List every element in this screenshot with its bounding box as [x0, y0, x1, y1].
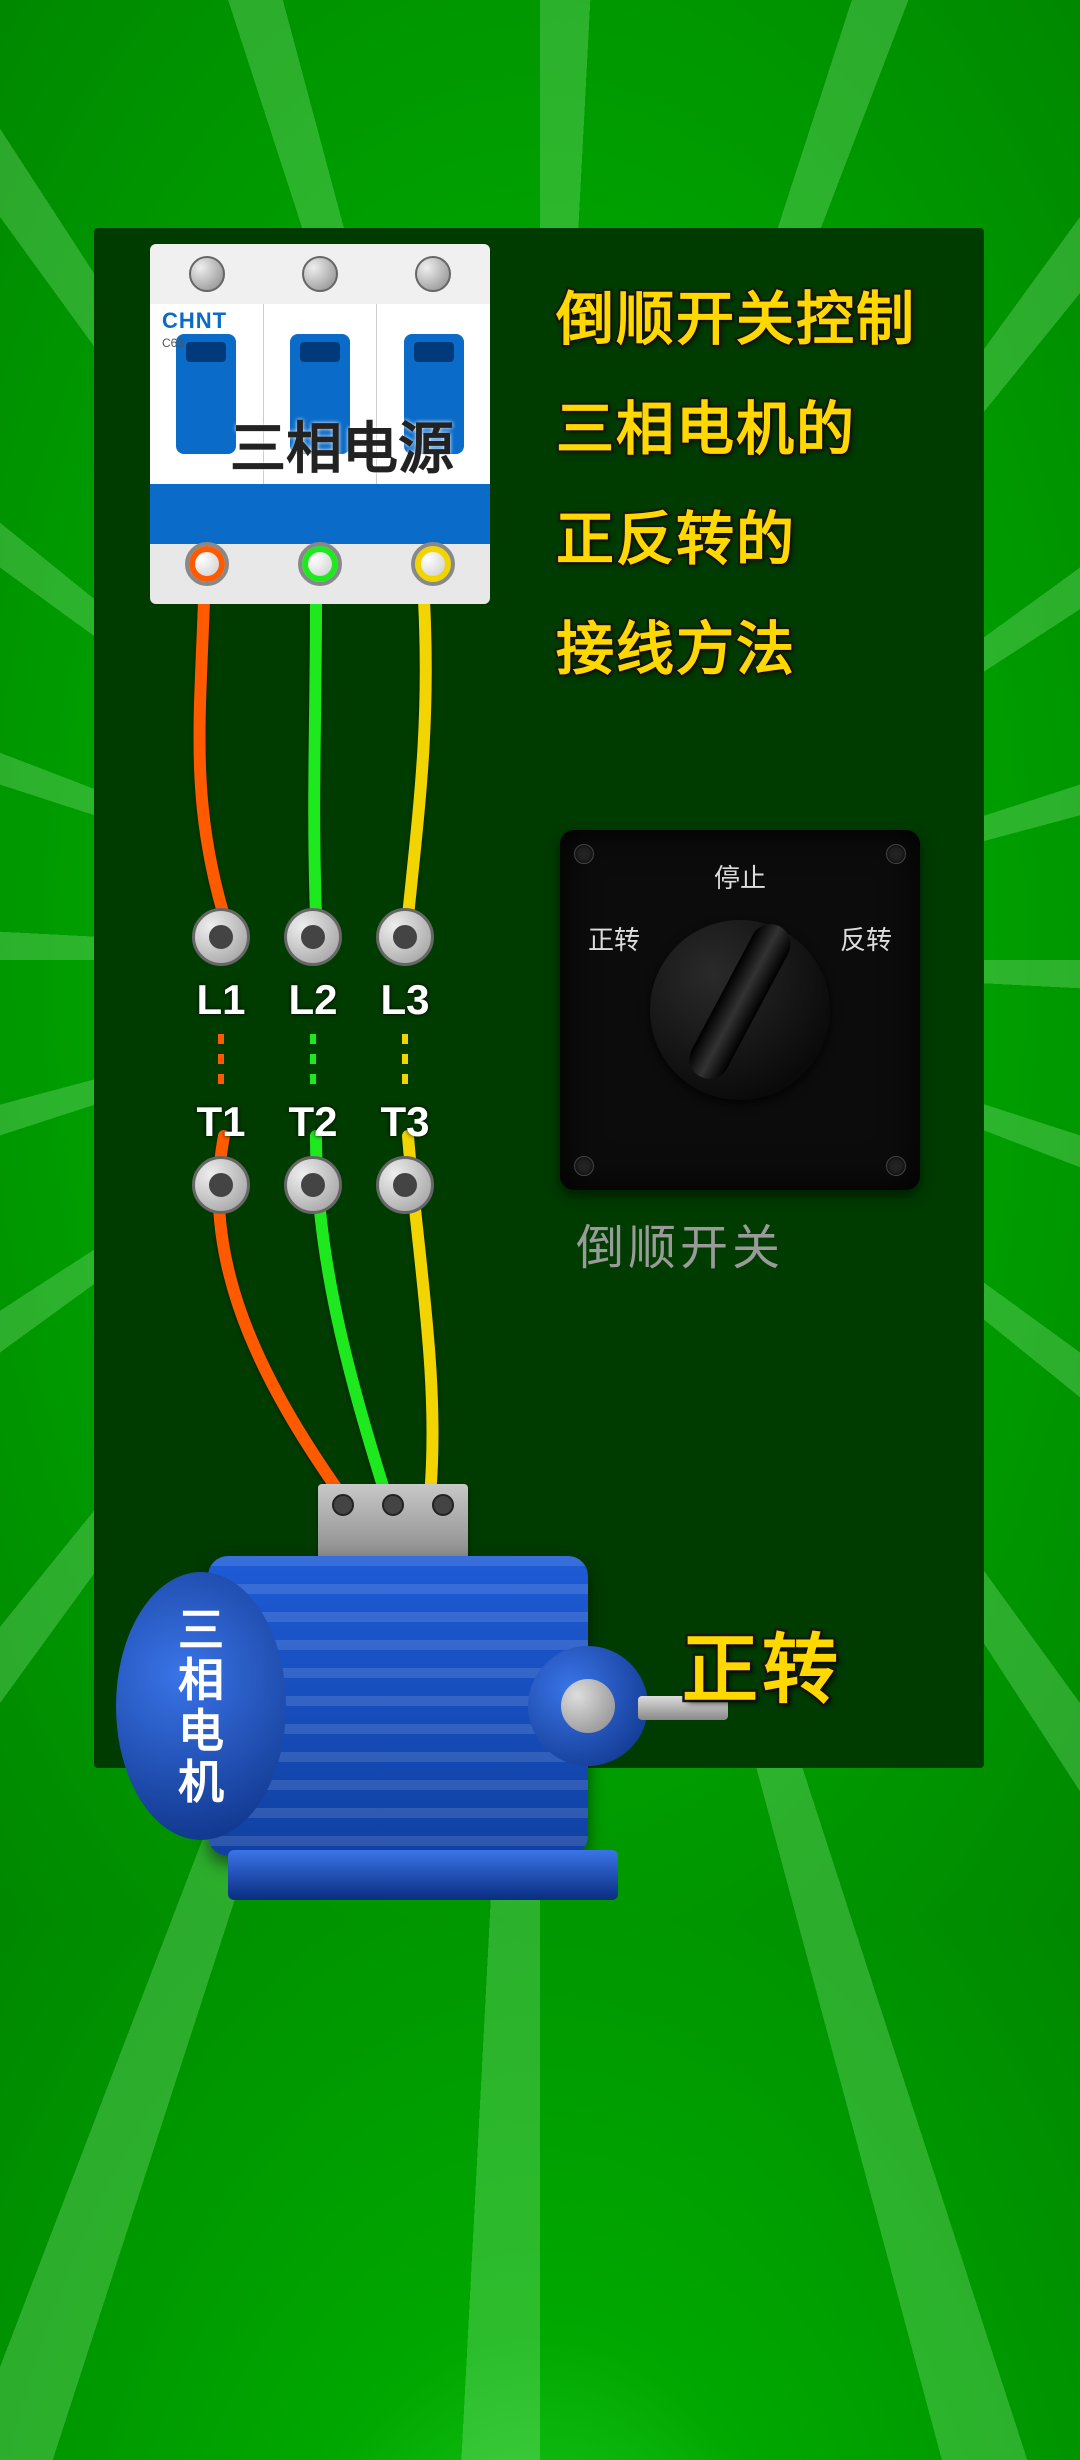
terminal-screw [192, 1156, 250, 1214]
title-line: 接线方法 [556, 602, 796, 686]
terminal-screw [376, 1156, 434, 1214]
title-line: 正反转的 [556, 492, 796, 576]
terminal-label: L3 [380, 976, 429, 1024]
breaker-bottom [150, 484, 490, 604]
screw-icon [415, 256, 451, 292]
circuit-breaker: CHNT C63 三相电源 [150, 244, 490, 604]
breaker-brand: CHNT [162, 308, 227, 334]
terminal-label: T2 [288, 1098, 337, 1146]
breaker-model: C63 [162, 336, 184, 350]
motor-body: 三相电机 [208, 1556, 588, 1856]
rotary-pos-left: 正转 [588, 920, 640, 957]
rotary-caption: 倒顺开关 [576, 1208, 784, 1278]
terminal-dotline [310, 1034, 316, 1088]
rotary-pos-right: 反转 [840, 920, 892, 957]
terminal-label: T1 [196, 1098, 245, 1146]
terminal-column: L2 T2 [284, 908, 342, 1214]
terminal-column: L1 T1 [192, 908, 250, 1214]
breaker-top [150, 244, 490, 304]
rotary-switch[interactable]: 正转 停止 反转 [560, 830, 920, 1190]
motor-junction-box [318, 1484, 468, 1560]
terminal-block: L1 T1 L2 T2 L3 T3 [192, 908, 434, 1214]
terminal-screw [192, 908, 250, 966]
motor-endcap: 三相电机 [116, 1572, 286, 1840]
title-line: 三相电机的 [556, 382, 856, 466]
screw-icon [302, 256, 338, 292]
terminal-screw [376, 908, 434, 966]
motor-label: 三相电机 [178, 1605, 224, 1807]
rotary-dial[interactable] [650, 920, 830, 1100]
terminal-label: L2 [288, 976, 337, 1024]
three-phase-motor: 三相电机 [208, 1556, 588, 1856]
terminal-label: L1 [196, 976, 245, 1024]
motor-shaft-housing [528, 1646, 648, 1766]
terminal-column: L3 T3 [376, 908, 434, 1214]
terminal-label: T3 [380, 1098, 429, 1146]
rotary-pos-top: 停止 [714, 858, 766, 895]
terminal-dotline [218, 1034, 224, 1088]
screw-icon [189, 256, 225, 292]
title-line: 倒顺开关控制 [556, 272, 916, 356]
rotary-knob[interactable] [682, 917, 797, 1086]
status-label: 正转 [682, 1608, 842, 1718]
motor-base [228, 1850, 618, 1900]
terminal-screw [284, 908, 342, 966]
terminal-dotline [402, 1034, 408, 1088]
terminal-screw [284, 1156, 342, 1214]
breaker-label: 三相电源 [230, 404, 454, 485]
